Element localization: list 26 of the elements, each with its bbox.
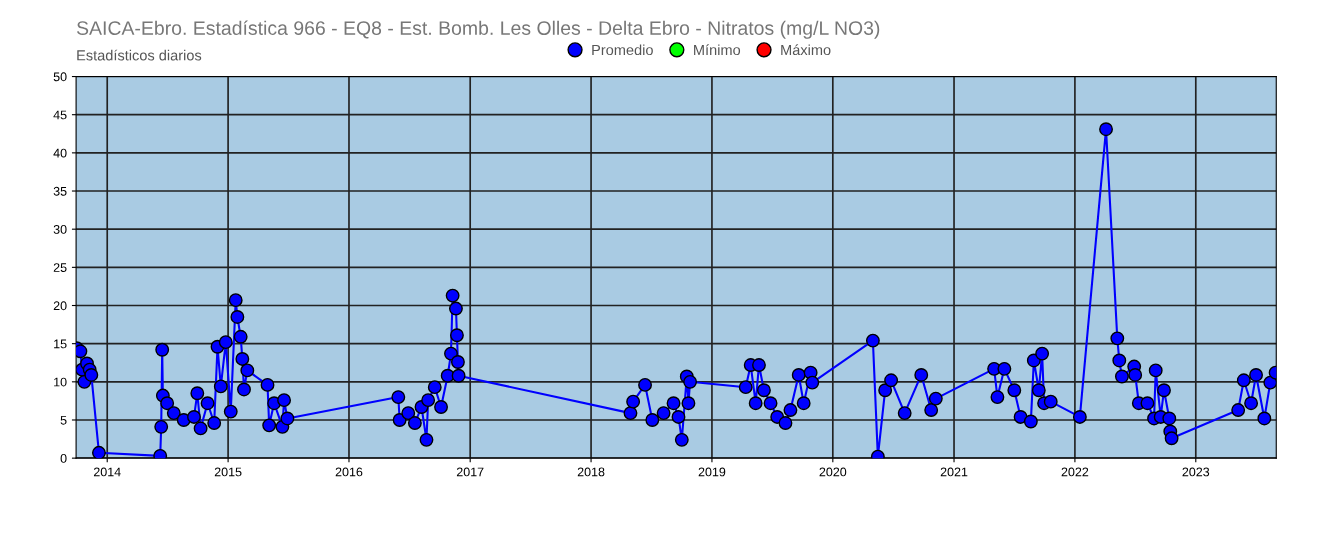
x-tick-label: 2017 <box>456 467 484 477</box>
x-tick-label: 2020 <box>819 467 847 477</box>
y-tick-label: 30 <box>53 224 67 234</box>
x-tick-label: 2015 <box>214 467 242 477</box>
y-tick-label: 10 <box>54 377 67 387</box>
y-tick-label: 35 <box>53 186 67 196</box>
x-tick-label: 2016 <box>335 467 363 477</box>
x-tick-label: 2023 <box>1182 467 1210 477</box>
y-tick-label: 20 <box>53 301 67 311</box>
legend-label: Mínimo <box>694 44 741 56</box>
x-tick-label: 2018 <box>577 467 605 477</box>
y-tick-label: 40 <box>53 148 67 158</box>
y-tick-label: 45 <box>53 110 67 120</box>
chart-title: SAICA-Ebro. Estadística 966 - EQ8 - Est. Bomb. Les Olles - Delta Ebro - Nitratos (mg/L NO3) <box>76 20 880 39</box>
chart-subtitle: Estadísticos diarios <box>77 49 202 61</box>
legend-label: Promedio <box>592 44 653 56</box>
y-tick-label: 25 <box>53 263 67 272</box>
y-tick-label: 15 <box>54 339 67 349</box>
x-tick-label: 2019 <box>698 467 726 477</box>
x-tick-label: 2014 <box>93 467 121 477</box>
y-tick-label: 0 <box>60 453 67 463</box>
y-tick-label: 5 <box>60 415 67 425</box>
x-tick-label: 2022 <box>1061 467 1089 477</box>
x-tick-label: 2021 <box>940 467 968 477</box>
legend-label: Máximo <box>781 44 831 56</box>
y-tick-label: 50 <box>53 72 67 82</box>
